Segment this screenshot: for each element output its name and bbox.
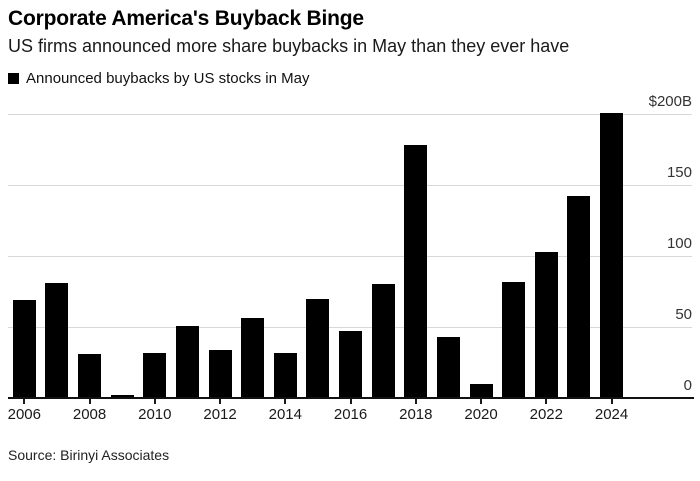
- axis-tick: [610, 399, 613, 404]
- x-slot: [432, 399, 465, 425]
- bar-slot: [302, 114, 335, 398]
- axis-tick: [545, 399, 548, 404]
- y-tick-label: 100: [666, 235, 692, 252]
- bar-slot: [269, 114, 302, 398]
- plot-area: $200B 150 100 50 0: [8, 93, 694, 399]
- bar-slot: [41, 114, 74, 398]
- bar-2019: [436, 336, 460, 398]
- x-tick-label: 2020: [464, 406, 498, 423]
- grid-line: [8, 114, 692, 115]
- page-title: Corporate America's Buyback Binge: [8, 7, 364, 30]
- x-slot: 2012: [203, 399, 237, 425]
- bar-2022: [534, 251, 558, 398]
- bar-slot: [432, 114, 465, 398]
- x-slot: [497, 399, 530, 425]
- bar-2013: [241, 318, 265, 398]
- bar-2020: [469, 383, 493, 398]
- x-slot: 2016: [334, 399, 367, 425]
- x-tick-label: 2010: [138, 406, 172, 423]
- bar-slot: [465, 114, 498, 398]
- axis-tick: [414, 399, 417, 404]
- x-slot: [106, 399, 139, 425]
- bar-2010: [143, 352, 167, 398]
- x-slot: [563, 399, 596, 425]
- y-tick-label: 150: [666, 164, 692, 181]
- x-tick-label: 2018: [399, 406, 433, 423]
- x-slot: 2014: [269, 399, 302, 425]
- axis-tick: [480, 399, 483, 404]
- bar-slot: [367, 114, 400, 398]
- x-slot: 2022: [530, 399, 563, 425]
- x-slot: 2020: [464, 399, 498, 425]
- bar-slot: [334, 114, 367, 398]
- bar-2024: [600, 112, 624, 398]
- bar-2015: [306, 298, 330, 398]
- y-tick-label: $200B: [648, 93, 692, 110]
- x-tick-label: 2008: [72, 406, 107, 423]
- bar-2014: [273, 352, 297, 398]
- bar-slot: [204, 114, 237, 398]
- axis-tick: [153, 399, 156, 404]
- bar-slot: [73, 114, 106, 398]
- bar-slot: [236, 114, 269, 398]
- bar-2012: [208, 349, 232, 398]
- x-slot: 2010: [138, 399, 172, 425]
- source-note: Source: Birinyi Associates: [8, 447, 170, 463]
- bar-2006: [12, 300, 36, 398]
- bar-slot: [563, 114, 596, 398]
- x-slot: [41, 399, 74, 425]
- x-slot: [236, 399, 269, 425]
- bar-slot: [106, 114, 139, 398]
- x-slot: 2018: [399, 399, 433, 425]
- bar-slot: [8, 114, 41, 398]
- bar-slot: [139, 114, 172, 398]
- bar-2021: [502, 281, 526, 398]
- chart-subtitle: US firms announced more share buybacks i…: [8, 36, 570, 56]
- bar-2009: [110, 395, 134, 398]
- bar-2023: [567, 196, 591, 398]
- bar-slot: [595, 112, 628, 398]
- x-slot: [302, 399, 335, 425]
- bar-slot: [400, 114, 433, 398]
- x-tick-label: 2006: [7, 406, 41, 423]
- chart-legend: Announced buybacks by US stocks in May: [8, 70, 309, 87]
- axis-tick: [88, 399, 91, 404]
- grid-line: [8, 185, 692, 186]
- axis-tick: [349, 399, 352, 404]
- x-slot: [367, 399, 400, 425]
- bar-2008: [78, 353, 102, 398]
- x-slot: 2024: [595, 399, 628, 425]
- bar-2017: [371, 284, 395, 398]
- bar-slot: [530, 114, 563, 398]
- bar-series: [8, 112, 628, 398]
- grid-line: [8, 256, 692, 257]
- x-tick-label: 2014: [268, 406, 302, 423]
- x-slot: 2008: [73, 399, 106, 425]
- legend-label: Announced buybacks by US stocks in May: [26, 70, 310, 87]
- grid-line: [8, 327, 692, 328]
- y-tick-label: 0: [683, 377, 692, 394]
- axis-tick: [23, 399, 26, 404]
- bar-2007: [45, 282, 69, 398]
- bar-2016: [339, 331, 363, 398]
- x-axis: 2006 2008 2010 2012 2014 2016 2018 2020 2022 2024: [8, 399, 628, 425]
- axis-tick: [284, 399, 287, 404]
- bar-2018: [404, 145, 428, 398]
- x-axis-baseline: [8, 397, 694, 399]
- axis-tick: [219, 399, 222, 404]
- bar-slot: [171, 114, 204, 398]
- x-tick-label: 2012: [203, 406, 237, 423]
- x-tick-label: 2022: [529, 406, 563, 423]
- x-tick-label: 2016: [333, 406, 368, 423]
- y-tick-label: 50: [675, 306, 692, 323]
- bar-slot: [497, 114, 530, 398]
- legend-swatch-icon: [8, 73, 19, 84]
- x-slot: 2006: [8, 399, 41, 425]
- bar-2011: [175, 325, 199, 398]
- x-slot: [171, 399, 204, 425]
- x-tick-label: 2024: [594, 406, 629, 423]
